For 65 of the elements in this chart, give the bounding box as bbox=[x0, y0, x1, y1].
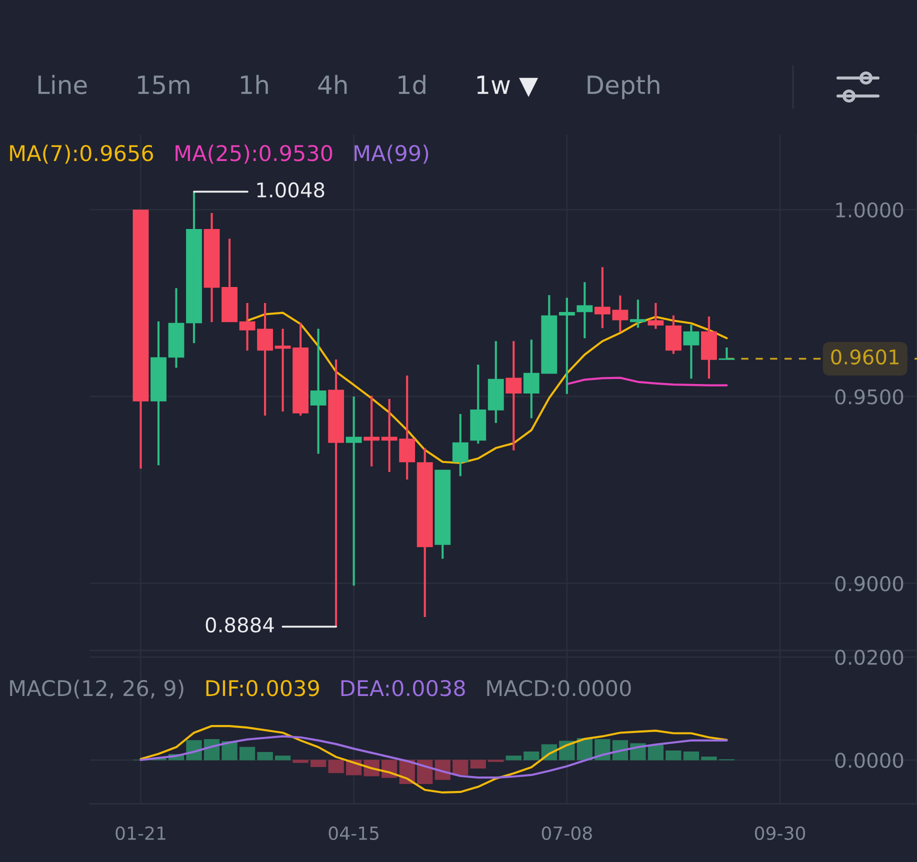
x-tick-label: 07-08 bbox=[542, 826, 592, 840]
category-label: 4h bbox=[318, 74, 347, 94]
bar bbox=[292, 760, 308, 763]
bar bbox=[239, 746, 256, 760]
candlestick bbox=[364, 396, 380, 466]
candlestick bbox=[718, 347, 735, 360]
y-tick-label: 0.0000 bbox=[835, 752, 904, 768]
y-tick-label: 0.9500 bbox=[835, 389, 904, 404]
line-series bbox=[566, 376, 728, 386]
category-label: 1w ▼ bbox=[477, 76, 538, 97]
bar bbox=[452, 760, 468, 776]
text: MA(7):0.9656 bbox=[10, 144, 154, 164]
candlestick bbox=[470, 364, 486, 444]
candlestick bbox=[683, 324, 700, 379]
y-tick-label: 0.9000 bbox=[835, 576, 904, 592]
candlestick bbox=[648, 303, 664, 329]
text: MA(25):0.9530 bbox=[176, 144, 332, 164]
candlestick bbox=[576, 282, 593, 338]
candlestick bbox=[222, 238, 238, 322]
candlestick bbox=[328, 359, 344, 628]
candlestick bbox=[630, 300, 646, 328]
series-label: DIF:0.0039 bbox=[206, 680, 319, 696]
candlestick bbox=[701, 316, 717, 379]
candlestick bbox=[239, 303, 256, 351]
bar bbox=[648, 744, 664, 760]
text: DEA:0.0038 bbox=[341, 680, 465, 696]
bar bbox=[274, 756, 291, 760]
category-label: Depth bbox=[588, 74, 660, 100]
bar bbox=[666, 750, 682, 760]
candlestick bbox=[558, 298, 575, 394]
y-tick-label: 0.0200 bbox=[835, 650, 904, 665]
line-series bbox=[246, 312, 728, 464]
legend-label: MA(99) bbox=[354, 144, 428, 164]
candlestick bbox=[452, 414, 468, 476]
candlestick bbox=[310, 328, 326, 454]
bar bbox=[470, 760, 486, 769]
category-label: 15m bbox=[138, 76, 190, 94]
text: MACD(12, 26, 9) bbox=[10, 680, 184, 699]
category-label: 1h bbox=[240, 74, 268, 94]
bar bbox=[310, 760, 326, 767]
bar bbox=[328, 760, 344, 774]
annotation: MACD:0.0000 bbox=[487, 680, 631, 696]
candlestick bbox=[257, 303, 274, 416]
candlestick bbox=[488, 341, 504, 424]
x-tick-label: 01-21 bbox=[116, 826, 166, 840]
x-tick-label: 09-30 bbox=[754, 826, 806, 840]
bar bbox=[257, 752, 273, 760]
annotation: 1.0048 bbox=[257, 182, 324, 198]
candlestick bbox=[204, 212, 220, 322]
candlestick bbox=[150, 321, 166, 466]
candlestick bbox=[168, 288, 184, 368]
bar bbox=[683, 752, 700, 760]
category-label: 1d bbox=[398, 74, 426, 94]
bar bbox=[417, 760, 433, 784]
candlestick bbox=[416, 448, 433, 618]
x-tick-label: 04-15 bbox=[328, 826, 378, 840]
annotation: 0.8884 bbox=[206, 617, 274, 633]
ref-line-label: 0.9601 bbox=[831, 349, 898, 365]
bar bbox=[524, 752, 540, 760]
y-tick-label: 1.0000 bbox=[836, 202, 904, 218]
bar bbox=[222, 741, 238, 760]
candlestick bbox=[506, 341, 522, 450]
bar bbox=[701, 756, 717, 760]
bar bbox=[506, 756, 522, 760]
category-label: Line bbox=[38, 74, 87, 94]
